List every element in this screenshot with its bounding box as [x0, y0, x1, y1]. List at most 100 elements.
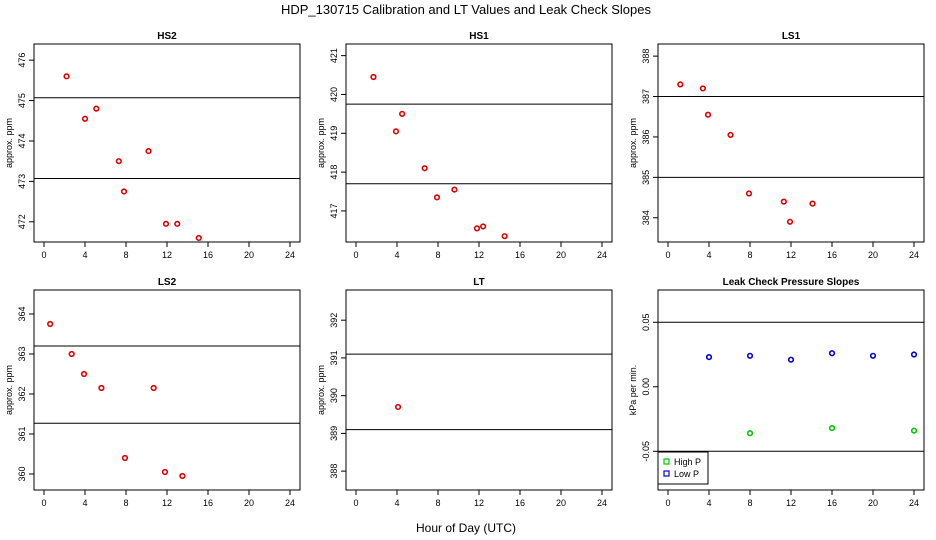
panel-1: HS2 0 4 8 12 16 20 24 472 473 474 475 476 approx. ppm [4, 31, 301, 260]
y-tick-label: 475 [17, 93, 27, 108]
panel-2: HS1 0 4 8 12 16 20 24 417 418 419 420 421 approx. ppm [316, 31, 613, 260]
panel-3: LS1 0 4 8 12 16 20 24 384 385 386 387 388 approx. ppm [628, 31, 925, 260]
y-tick-label: 0.05 [641, 313, 651, 331]
y-tick-label: 0.00 [641, 378, 651, 396]
panels: HS2 0 4 8 12 16 20 24 472 473 474 475 476 approx. ppm… [4, 31, 925, 508]
y-tick-label: 418 [329, 165, 339, 180]
data-point [809, 200, 816, 207]
data-point [161, 468, 169, 476]
x-tick-label: 0 [353, 250, 358, 260]
x-tick-label: 16 [515, 250, 525, 260]
y-tick-label: 360 [17, 466, 27, 481]
legend-swatch [663, 458, 670, 465]
plot-frame [33, 43, 301, 243]
y-tick-label: -0.05 [641, 441, 651, 462]
series-1 [370, 73, 508, 240]
legend-label: Low P [674, 469, 699, 479]
data-point [473, 225, 481, 232]
legend: High P Low P [657, 451, 709, 485]
data-point [399, 110, 406, 117]
y-tick-label: 474 [17, 133, 27, 148]
panel-5: LT 0 4 8 12 16 20 24 388 389 390 391 392 approx. ppm [316, 277, 613, 508]
series-1 [63, 73, 202, 242]
data-point [98, 384, 105, 392]
data-point [81, 115, 89, 122]
data-point [63, 73, 70, 80]
y-tick-label: 388 [641, 49, 651, 64]
data-point [47, 320, 54, 328]
x-tick-label: 12 [786, 498, 796, 508]
data-point [828, 424, 836, 432]
x-tick-label: 4 [82, 250, 87, 260]
data-point [174, 220, 181, 227]
x-tick-label: 20 [868, 498, 878, 508]
x-tick-label: 24 [597, 250, 607, 260]
data-point [120, 188, 128, 195]
series-1 [47, 320, 186, 480]
x-tick-label: 0 [665, 250, 670, 260]
data-point [370, 73, 377, 81]
data-point [699, 85, 706, 92]
x-tick-label: 0 [41, 250, 46, 260]
y-tick-label: 421 [329, 48, 339, 63]
data-point [195, 234, 202, 242]
x-tick-label: 8 [123, 498, 128, 508]
x-tick-label: 12 [474, 250, 484, 260]
data-point [150, 384, 157, 392]
x-tick-label: 4 [394, 498, 399, 508]
panel-title: LS2 [158, 277, 177, 288]
y-axis-label: approx. ppm [4, 365, 14, 415]
x-axis-label: Hour of Day (UTC) [416, 521, 516, 535]
y-tick-label: 419 [329, 126, 339, 141]
y-tick-label: 420 [329, 87, 339, 102]
panel-title: LS1 [782, 31, 801, 42]
y-tick-label: 391 [329, 350, 339, 365]
y-axis-label: approx. ppm [316, 365, 326, 415]
y-tick-label: 362 [17, 386, 27, 401]
x-tick-label: 4 [706, 498, 711, 508]
panel-title: HS1 [469, 31, 489, 42]
data-point [394, 403, 402, 411]
y-tick-label: 361 [17, 426, 27, 441]
legend-box [657, 451, 709, 485]
data-point [392, 128, 400, 135]
plot-frame [345, 289, 613, 491]
x-tick-label: 8 [435, 250, 440, 260]
series-2 [705, 350, 918, 363]
data-point [910, 427, 918, 434]
x-tick-label: 16 [203, 498, 213, 508]
data-point [746, 352, 754, 359]
data-point [787, 356, 795, 363]
data-point [705, 353, 713, 361]
data-point [869, 352, 877, 359]
x-tick-label: 20 [556, 250, 566, 260]
panel-title: HS2 [157, 31, 177, 42]
data-point [780, 198, 787, 205]
y-axis-label: approx. ppm [316, 118, 326, 168]
x-tick-label: 20 [244, 498, 254, 508]
data-point [828, 350, 836, 357]
y-tick-label: 364 [17, 306, 27, 321]
x-tick-label: 16 [827, 498, 837, 508]
data-point [480, 223, 487, 230]
x-tick-label: 8 [747, 250, 752, 260]
data-point [451, 186, 458, 193]
x-tick-label: 12 [162, 250, 172, 260]
y-tick-label: 384 [641, 210, 651, 225]
series-1 [746, 424, 918, 437]
data-point [745, 190, 753, 197]
y-tick-label: 363 [17, 346, 27, 361]
x-tick-label: 4 [394, 250, 399, 260]
data-point [433, 194, 441, 201]
x-tick-label: 16 [203, 250, 213, 260]
x-tick-label: 24 [285, 250, 295, 260]
x-tick-label: 0 [665, 498, 670, 508]
x-tick-label: 0 [353, 498, 358, 508]
x-tick-label: 12 [786, 250, 796, 260]
x-tick-label: 12 [162, 498, 172, 508]
y-tick-label: 390 [329, 388, 339, 403]
y-tick-label: 476 [17, 53, 27, 68]
y-tick-label: 417 [329, 203, 339, 218]
series-1 [677, 81, 816, 225]
